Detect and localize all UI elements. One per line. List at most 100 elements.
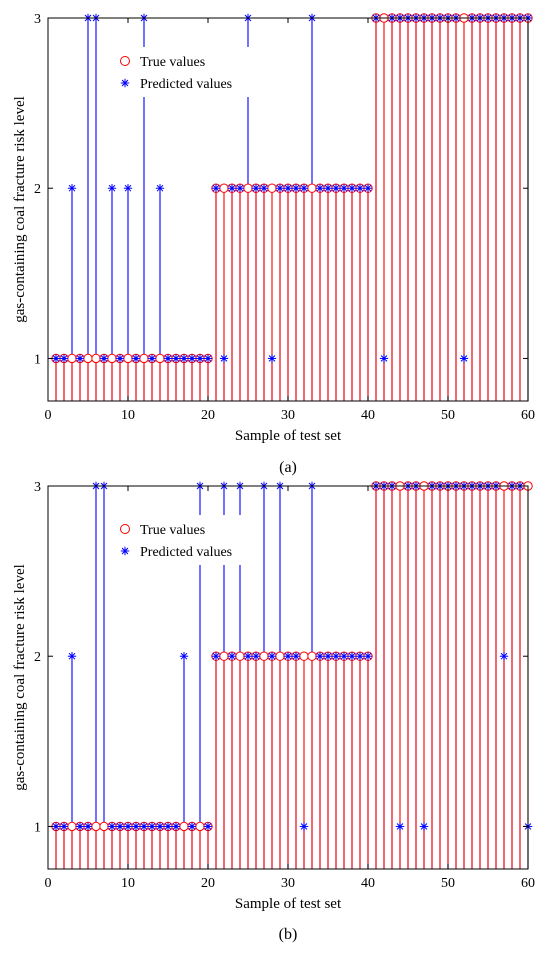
predicted-value-point <box>195 354 205 363</box>
x-tick-label: 20 <box>201 876 215 891</box>
x-axis-label: Sample of test set <box>235 428 342 444</box>
true-value-point <box>67 821 77 832</box>
predicted-value-point <box>99 354 109 363</box>
y-axis-label: gas-containing coal fracture risk level <box>12 564 28 791</box>
chart-panel-a: 0 10 20 30 40 50 60 1 2 3 Sample of test set gas-… <box>12 12 535 476</box>
predicted-value-point <box>227 652 237 661</box>
predicted-value-point <box>419 822 429 831</box>
x-tick-label: 30 <box>281 876 295 891</box>
predicted-value-point <box>267 354 277 363</box>
predicted-value-point <box>379 354 389 363</box>
legend: True values Predicted values <box>106 515 254 565</box>
legend-true-marker <box>120 524 130 534</box>
true-value-point <box>219 183 229 193</box>
true-value-point <box>99 821 109 832</box>
true-value-point <box>67 353 77 364</box>
predicted-value-point <box>291 652 301 661</box>
predicted-value-point <box>147 354 157 363</box>
predicted-value-point <box>323 184 333 193</box>
predicted-value-point <box>123 822 133 831</box>
predicted-value-point <box>347 652 357 661</box>
predicted-value-point <box>123 184 133 193</box>
predicted-value-point <box>75 354 85 363</box>
panel-label: (b) <box>279 926 298 943</box>
y-tick-label: 1 <box>34 352 41 367</box>
x-tick-label: 50 <box>441 876 455 891</box>
y-tick-label: 3 <box>34 480 41 495</box>
predicted-value-point <box>147 822 157 831</box>
x-tick-label: 10 <box>121 408 135 423</box>
true-value-point <box>307 651 317 661</box>
legend-box <box>106 47 254 97</box>
predicted-value-point <box>251 184 261 193</box>
true-value-point <box>307 183 317 193</box>
true-value-point <box>91 821 101 832</box>
true-value-point <box>219 651 229 661</box>
x-tick-label: 60 <box>521 876 535 891</box>
predicted-value-point <box>155 184 165 193</box>
legend-star-glyph <box>120 78 130 88</box>
predicted-value-point <box>67 184 77 193</box>
predicted-value-point <box>499 652 509 661</box>
true-value-point <box>243 183 253 193</box>
predicted-value-point <box>163 354 173 363</box>
x-tick-label: 0 <box>45 876 52 891</box>
legend-star-glyph <box>120 546 130 556</box>
x-tick-label: 10 <box>121 876 135 891</box>
predicted-value-point <box>363 652 373 661</box>
predicted-value-point <box>211 184 221 193</box>
predicted-value-point <box>187 354 197 363</box>
predicted-value-point <box>67 652 77 661</box>
predicted-value-point <box>315 652 325 661</box>
predicted-value-point <box>251 652 261 661</box>
true-value-point <box>275 651 285 661</box>
predicted-value-point <box>459 354 469 363</box>
y-tick-label: 1 <box>34 820 41 835</box>
predicted-value-point <box>363 184 373 193</box>
predicted-value-point <box>339 652 349 661</box>
predicted-value-point <box>187 822 197 831</box>
predicted-value-point <box>211 652 221 661</box>
y-tick-label: 2 <box>34 182 41 197</box>
predicted-value-point <box>331 184 341 193</box>
predicted-value-point <box>323 652 333 661</box>
predicted-value-point <box>163 822 173 831</box>
predicted-value-point <box>355 652 365 661</box>
predicted-value-point <box>59 822 69 831</box>
plot-area <box>51 481 533 869</box>
legend-true-marker <box>120 56 130 66</box>
predicted-value-point <box>227 184 237 193</box>
true-value-point <box>179 821 189 832</box>
predicted-value-point <box>203 354 213 363</box>
predicted-value-point <box>339 184 349 193</box>
predicted-value-point <box>155 822 165 831</box>
legend-true-label: True values <box>140 523 205 538</box>
x-tick-label: 20 <box>201 408 215 423</box>
predicted-value-point <box>107 822 117 831</box>
predicted-value-point <box>179 354 189 363</box>
predicted-value-point <box>355 184 365 193</box>
y-tick-label: 3 <box>34 12 41 27</box>
predicted-value-point <box>275 184 285 193</box>
predicted-value-point <box>131 822 141 831</box>
x-tick-label: 40 <box>361 876 375 891</box>
predicted-value-point <box>291 184 301 193</box>
x-tick-label: 60 <box>521 408 535 423</box>
predicted-value-point <box>115 822 125 831</box>
legend-box <box>106 515 254 565</box>
legend-predicted-label: Predicted values <box>140 545 232 560</box>
predicted-value-point <box>299 184 309 193</box>
predicted-value-point <box>107 184 117 193</box>
legend-true-label: True values <box>140 55 205 70</box>
predicted-value-point <box>131 354 141 363</box>
legend-predicted-label: Predicted values <box>140 77 232 92</box>
y-axis-label: gas-containing coal fracture risk level <box>12 96 28 323</box>
panel-label: (a) <box>279 459 297 476</box>
true-value-point <box>83 353 93 364</box>
axis-ticks: 0 10 20 30 40 50 60 1 2 3 <box>34 12 535 423</box>
true-value-point <box>91 353 101 364</box>
predicted-value-point <box>171 822 181 831</box>
legend-predicted-marker <box>120 78 130 88</box>
predicted-value-point <box>115 354 125 363</box>
